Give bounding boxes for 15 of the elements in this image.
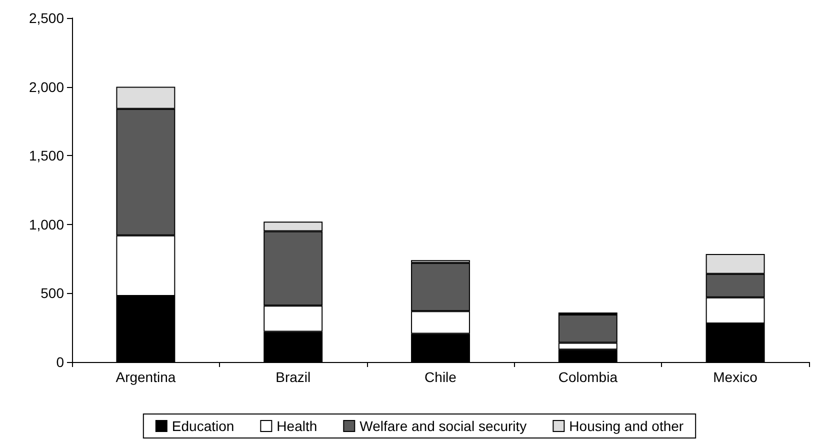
y-tick-label: 1,500 [28,148,64,164]
legend-label: Health [276,418,318,434]
legend-label: Welfare and social security [360,418,527,434]
legend-label: Housing and other [569,418,684,434]
y-tick-label: 1,000 [28,216,64,232]
x-tick-label: Brazil [276,369,311,385]
y-tick-label: 500 [40,285,64,302]
y-tick-label: 0 [56,354,64,370]
y-tick-label: 2,500 [28,10,64,26]
x-tick-label: Mexico [713,369,758,385]
x-tick-label: Colombia [558,369,618,385]
y-tick-label: 2,000 [28,78,64,95]
legend-label: Education [172,418,234,434]
x-tick-label: Argentina [116,369,176,385]
x-tick-label: Chile [424,369,457,385]
